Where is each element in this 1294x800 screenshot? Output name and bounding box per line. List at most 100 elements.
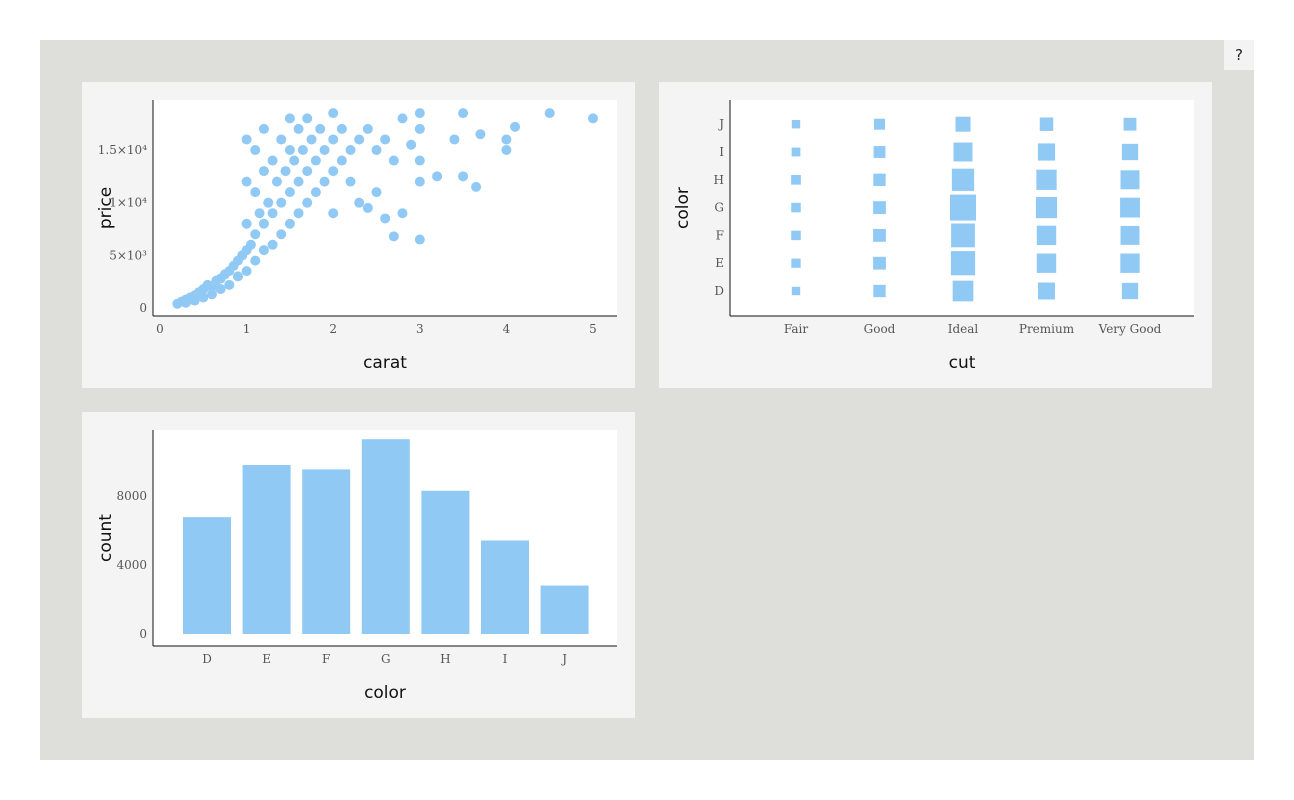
bar xyxy=(242,465,291,634)
scatter-point xyxy=(406,139,417,150)
size-square xyxy=(791,147,801,157)
scatter-point xyxy=(293,208,304,219)
y-tick-label: F xyxy=(716,228,724,242)
scatter-point xyxy=(241,266,252,277)
scatter-point xyxy=(297,145,308,155)
help-button[interactable]: ? xyxy=(1224,40,1254,70)
size-square xyxy=(1039,117,1054,131)
y-tick-label: I xyxy=(719,145,724,159)
x-tick-label: Premium xyxy=(1019,322,1075,336)
plot-area xyxy=(153,100,617,316)
scatter-point xyxy=(328,166,339,177)
scatter-point xyxy=(397,113,408,124)
scatter-point xyxy=(280,166,291,177)
y-tick-label: 8000 xyxy=(116,489,147,503)
scatter-point xyxy=(284,187,295,198)
scatter-point xyxy=(250,145,261,155)
y-tick-label: 4000 xyxy=(116,558,147,572)
scatter-point xyxy=(245,239,256,250)
size-square xyxy=(1036,225,1057,246)
size-square xyxy=(873,118,886,130)
scatter-point xyxy=(362,123,373,134)
scatter-point xyxy=(215,284,226,295)
scatter-point xyxy=(302,166,313,177)
x-tick-label: E xyxy=(262,652,271,666)
scatter-point xyxy=(284,113,295,124)
scatter-point xyxy=(276,229,287,240)
price-vs-carat-chart: carat price 0 1 2 3 4 5 0 5×10³ 1×10⁴ 1.5×10⁴ xyxy=(96,100,617,373)
scatter-point xyxy=(206,289,217,300)
x-tick-label: Fair xyxy=(784,322,809,336)
size-square xyxy=(791,174,801,185)
size-square xyxy=(1121,143,1139,161)
y-tick-label: E xyxy=(715,256,724,270)
x-tick-label: 4 xyxy=(503,322,511,336)
scatter-point xyxy=(241,134,252,145)
scatter-point xyxy=(371,187,382,198)
size-square xyxy=(1036,169,1057,190)
size-square xyxy=(791,202,801,213)
size-square xyxy=(1120,170,1140,190)
scatter-point xyxy=(336,123,347,134)
size-square xyxy=(873,256,886,270)
size-square xyxy=(1038,282,1055,300)
scatter-point xyxy=(328,208,339,219)
size-square xyxy=(1121,282,1139,300)
count-by-color-chart: color count 0 4000 8000 D E F G H I J xyxy=(96,430,617,703)
size-square xyxy=(1120,197,1140,218)
scatter-point xyxy=(336,155,347,166)
scatter-point xyxy=(458,108,469,119)
scatter-point xyxy=(271,176,282,187)
scatter-point xyxy=(224,279,235,290)
size-square xyxy=(1037,143,1056,161)
scatter-point xyxy=(263,197,274,208)
x-axis-title: color xyxy=(364,683,406,703)
scatter-point xyxy=(362,202,373,213)
size-square xyxy=(873,173,886,186)
y-tick-label: 1×10⁴ xyxy=(109,196,147,210)
size-square xyxy=(951,168,975,191)
scatter-point xyxy=(449,134,460,145)
scatter-point xyxy=(475,129,486,140)
y-tick-label: J xyxy=(717,117,724,131)
size-square xyxy=(1036,253,1057,273)
scatter-point xyxy=(414,123,425,134)
x-tick-label: G xyxy=(381,652,391,666)
scatter-point xyxy=(510,121,521,132)
size-square xyxy=(1120,253,1140,273)
y-tick-label: 5×10³ xyxy=(109,248,147,262)
scatter-point xyxy=(397,208,408,219)
x-tick-label: 1 xyxy=(243,322,251,336)
scatter-point xyxy=(258,218,269,229)
scatter-point xyxy=(380,213,391,224)
y-tick-label: H xyxy=(714,173,724,187)
scatter-point xyxy=(302,113,313,124)
scatter-point xyxy=(471,181,482,192)
scatter-point xyxy=(250,187,261,198)
price-vs-carat-panel: carat price 0 1 2 3 4 5 0 5×10³ 1×10⁴ 1.5×10⁴ xyxy=(82,82,635,388)
y-tick-label: 0 xyxy=(139,301,147,315)
size-square xyxy=(1120,225,1140,245)
scatter-point xyxy=(284,218,295,229)
x-tick-label: I xyxy=(503,652,508,666)
y-tick-label: G xyxy=(714,201,724,215)
scatter-point xyxy=(241,218,252,229)
scatter-point xyxy=(432,171,443,182)
scatter-point xyxy=(289,155,300,166)
y-tick-label: D xyxy=(714,284,724,298)
scatter-point xyxy=(388,231,399,242)
scatter-point xyxy=(198,292,209,303)
bar xyxy=(481,540,529,634)
scatter-point xyxy=(232,271,243,282)
x-tick-label: Very Good xyxy=(1098,322,1162,336)
x-tick-label: D xyxy=(202,652,212,666)
x-tick-label: H xyxy=(440,652,450,666)
dashboard: ? carat price 0 1 2 3 4 5 0 5×10³ 1×10⁴ 1.5×10⁴ cut… xyxy=(40,40,1254,760)
scatter-point xyxy=(414,234,425,245)
scatter-point xyxy=(310,155,321,166)
scatter-point xyxy=(276,134,287,145)
scatter-point xyxy=(310,187,321,198)
scatter-point xyxy=(588,113,598,124)
y-axis-title: color xyxy=(673,187,693,229)
scatter-point xyxy=(354,197,365,208)
